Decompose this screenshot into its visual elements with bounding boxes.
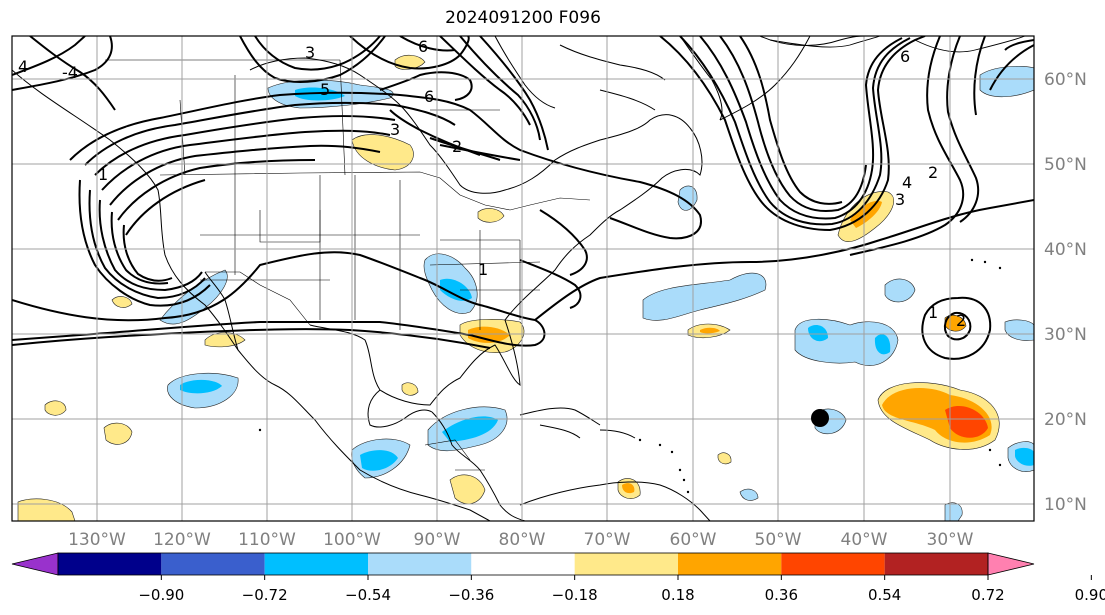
lon-label: 130°W <box>68 530 126 550</box>
map-title: 2024091200 F096 <box>445 8 601 28</box>
colorbar-tick-label: 0.90 <box>1075 586 1105 604</box>
anomaly-positive-core <box>700 327 720 334</box>
lon-label: 120°W <box>153 530 211 550</box>
map-frame <box>11 35 1035 522</box>
colorbar-tick-label: −0.90 <box>138 586 184 604</box>
latitude-labels: 60°N 50°N 40°N 30°N 20°N 10°N <box>1044 70 1087 515</box>
anomaly-negative <box>677 185 698 211</box>
anomaly-positive <box>351 134 414 171</box>
contour-label: 6 <box>900 47 910 66</box>
lon-label: 110°W <box>238 530 296 550</box>
anomaly-positive <box>103 422 133 445</box>
anomaly-positive <box>111 296 133 308</box>
anomaly-negative-core <box>808 325 828 342</box>
greenland-outline <box>769 36 1026 53</box>
colorbar-tick-label: 0.18 <box>661 586 694 604</box>
colorbar-tick-label: −0.18 <box>552 586 598 604</box>
anomaly-positive <box>477 208 505 223</box>
lon-label: 60°W <box>670 530 717 550</box>
contour-label: 2 <box>956 311 966 330</box>
anomaly-negative-core <box>180 379 222 394</box>
anomaly-negative-core <box>874 334 891 355</box>
anomaly-negative-core <box>442 416 498 442</box>
anomaly-positive-core <box>622 483 635 494</box>
anomaly-negative <box>979 65 1034 98</box>
anomaly-positive <box>401 382 419 396</box>
anomaly-positive-core2 <box>945 406 988 438</box>
contour-label: 6 <box>418 37 428 56</box>
contour-label: 2 <box>928 163 938 182</box>
contour-label: 1 <box>98 165 108 184</box>
anomaly-negative <box>739 488 759 501</box>
height-contours <box>12 36 1034 360</box>
anomaly-positive <box>44 400 67 416</box>
anomaly-negative-core <box>295 87 345 101</box>
contour-label: 2 <box>452 137 462 156</box>
lon-label: 30°W <box>927 530 974 550</box>
contour-label: 1 <box>928 303 938 322</box>
lat-label: 30°N <box>1044 325 1087 345</box>
anomaly-negative <box>884 278 916 303</box>
colorbar-tick-label: 0.54 <box>868 586 901 604</box>
contour-label: 4 <box>18 57 28 76</box>
anomaly-negative <box>642 272 767 321</box>
islands <box>258 258 1002 494</box>
contour-label: 5 <box>320 80 330 99</box>
lon-label: 90°W <box>414 530 461 550</box>
contour-label: 6 <box>424 87 434 106</box>
gridlines <box>12 36 1034 521</box>
contour-labels: 3 6 5 6 3 2 1 4 6 4 2 3 1 2 1 -4 <box>18 37 966 330</box>
anomaly-negative-core <box>440 278 472 301</box>
contour-label: 3 <box>895 190 905 209</box>
lat-label: 50°N <box>1044 155 1087 175</box>
contour-label: -4 <box>62 63 78 82</box>
contour-label: 3 <box>390 120 400 139</box>
lon-label: 50°W <box>755 530 802 550</box>
lat-label: 40°N <box>1044 240 1087 260</box>
lon-label: 100°W <box>323 530 381 550</box>
contour-label: 1 <box>478 260 488 279</box>
colorbar-tick-label: −0.36 <box>448 586 494 604</box>
anomaly-positive <box>717 452 732 465</box>
lat-label: 60°N <box>1044 70 1087 90</box>
lon-label: 70°W <box>584 530 631 550</box>
anomaly-negative <box>944 502 963 521</box>
lon-label: 80°W <box>499 530 546 550</box>
anomaly-positive-core <box>468 326 510 343</box>
contour-label: 3 <box>305 43 315 62</box>
colorbar-tick-label: 0.72 <box>971 586 1004 604</box>
lon-label: 40°W <box>841 530 888 550</box>
coastlines <box>12 36 866 521</box>
colorbar-tick-label: −0.54 <box>345 586 391 604</box>
colorbar-ticks: −0.90 −0.72 −0.54 −0.36 −0.18 0.18 0.36 0.54 0.7… <box>138 575 1105 604</box>
colorbar-tick-label: 0.36 <box>765 586 798 604</box>
anomaly-positive <box>449 474 486 505</box>
anomaly-negative-core <box>1015 447 1034 466</box>
contour-label: 4 <box>902 173 912 192</box>
longitude-labels: 130°W 120°W 110°W 100°W 90°W 80°W 70°W 6… <box>68 530 974 550</box>
storm-center-marker <box>811 409 829 427</box>
lat-label: 10°N <box>1044 495 1087 515</box>
anomaly-negative-core <box>360 450 398 471</box>
colorbar-tick-label: −0.72 <box>242 586 288 604</box>
lat-label: 20°N <box>1044 410 1087 430</box>
weather-map: 3 6 5 6 3 2 1 4 6 4 2 3 1 2 1 -4 130°W 1… <box>11 35 1087 550</box>
shaded-anomalies <box>17 54 1034 521</box>
